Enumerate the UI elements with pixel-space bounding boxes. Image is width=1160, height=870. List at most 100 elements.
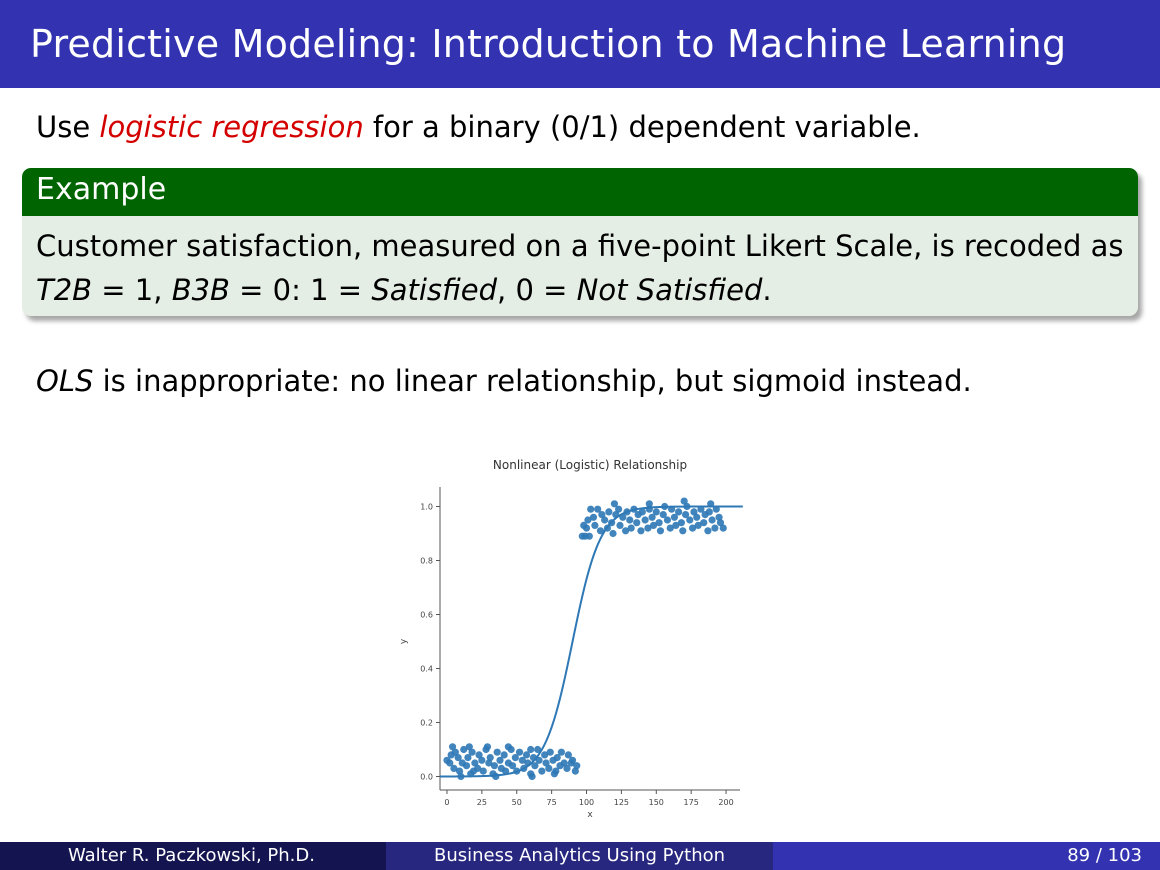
scatter-point xyxy=(490,762,499,770)
scatter-point xyxy=(573,762,581,770)
scatter-point xyxy=(545,764,553,772)
scatter-point xyxy=(652,508,660,516)
scatter-point xyxy=(486,754,494,762)
scatter-point xyxy=(694,521,702,529)
scatter-point xyxy=(557,748,565,756)
scatter-point xyxy=(550,770,559,778)
scatter-point xyxy=(637,527,645,535)
scatter-point xyxy=(546,748,554,756)
footer: Walter R. Paczkowski, Ph.D. Business Ana… xyxy=(0,842,1160,870)
scatter-point xyxy=(465,743,473,751)
scatter-point xyxy=(700,519,708,527)
scatter-point xyxy=(686,516,694,524)
title-bar: Predictive Modeling: Introduction to Mac… xyxy=(0,0,1160,88)
scatter-point xyxy=(475,751,483,759)
scatter-point xyxy=(705,508,713,516)
scatter-point xyxy=(708,516,716,524)
x-axis-label: x xyxy=(587,810,593,820)
example-block-body: Customer satisfaction, measured on a fiv… xyxy=(22,216,1138,312)
scatter-point xyxy=(515,748,524,756)
scatter-point xyxy=(627,524,635,532)
ols-text: is inappropriate: no linear relationship… xyxy=(93,364,972,398)
scatter-point xyxy=(455,767,464,775)
scatter-point xyxy=(633,519,641,527)
scatter-point xyxy=(677,519,685,527)
scatter-point xyxy=(464,754,472,762)
scatter-point xyxy=(560,759,568,767)
footer-author: Walter R. Paczkowski, Ph.D. xyxy=(0,842,386,870)
scatter-point xyxy=(609,529,617,538)
scatter-point xyxy=(655,519,663,527)
scatter-point xyxy=(610,500,619,508)
scatter-point xyxy=(478,756,486,764)
scatter-point xyxy=(469,767,478,775)
scatter-point xyxy=(680,497,688,505)
scatter-point xyxy=(616,521,624,529)
example-block: Example Customer satisfaction, measured … xyxy=(22,168,1138,316)
scatter-point xyxy=(638,508,646,516)
scatter-point xyxy=(688,524,697,532)
not-satisfied-term: Not Satisfied xyxy=(576,273,763,307)
scatter-point xyxy=(704,527,712,535)
x-tick-label: 200 xyxy=(718,798,733,807)
logistic-chart: Nonlinear (Logistic) Relationship 0.0 0.2 0… xyxy=(390,450,760,820)
ols-term: OLS xyxy=(36,364,94,398)
scatter-point xyxy=(679,527,687,535)
scatter-point xyxy=(594,505,602,513)
t2b-term: T2B xyxy=(36,273,93,307)
example-text-h: . xyxy=(762,273,772,307)
example-text-b: = 1, xyxy=(92,273,172,307)
scatter-point xyxy=(479,767,487,775)
scatter-point xyxy=(535,756,543,764)
example-line-2: T2B = 1, B3B = 0: 1 = Satisfied, 0 = Not… xyxy=(36,268,1124,312)
footer-course: Business Analytics Using Python xyxy=(386,842,773,870)
scatter-point xyxy=(528,772,536,781)
intro-post: for a binary (0/1) dependent variable. xyxy=(363,110,921,144)
y-tick-label: 0.4 xyxy=(420,665,433,674)
scatter-point xyxy=(527,745,535,754)
slide-title: Predictive Modeling: Introduction to Mac… xyxy=(30,22,1067,66)
scatter-point xyxy=(719,524,727,532)
scatter-point xyxy=(585,532,593,540)
x-tick-label: 75 xyxy=(547,798,557,807)
logistic-curve xyxy=(440,505,743,778)
scatter-point xyxy=(538,767,546,775)
example-text-d: = 0: 1 = xyxy=(229,273,372,307)
scatter-point xyxy=(501,767,510,775)
scatter-point xyxy=(716,519,725,527)
scatter-point xyxy=(693,513,701,521)
scatter-point xyxy=(483,743,492,751)
x-tick-label: 125 xyxy=(614,798,629,807)
scatter-point xyxy=(518,756,526,764)
y-tick-label: 1.0 xyxy=(420,503,433,512)
y-tick-label: 0.6 xyxy=(420,611,433,620)
scatter-point xyxy=(656,527,665,535)
scatter-point xyxy=(450,764,458,772)
scatter-point xyxy=(471,759,479,767)
scatter-point xyxy=(522,751,531,759)
scatter-point xyxy=(541,751,549,759)
scatter-point xyxy=(451,748,459,756)
scatter-point xyxy=(690,508,698,516)
scatter-point xyxy=(462,762,471,770)
scatter-point xyxy=(534,745,542,754)
scatter-point xyxy=(648,513,656,521)
example-text-f: , 0 = xyxy=(497,273,577,307)
scatter-point xyxy=(587,505,595,513)
scatter-point xyxy=(584,516,592,524)
scatter-point xyxy=(531,762,539,770)
scatter-point xyxy=(598,511,606,519)
scatter-point xyxy=(496,756,504,764)
scatter-point xyxy=(626,516,634,524)
scatter-point xyxy=(468,748,476,756)
x-tick-label: 25 xyxy=(477,798,487,807)
scatter-point xyxy=(605,508,613,516)
scatter-point xyxy=(596,527,605,535)
scatter-point xyxy=(508,762,517,770)
scatter-point xyxy=(672,521,680,529)
scatter-point xyxy=(711,524,719,532)
x-tick-label: 150 xyxy=(649,798,664,807)
intro-pre: Use xyxy=(36,110,100,144)
scatter-point xyxy=(446,759,454,767)
scatter-point xyxy=(644,524,652,532)
